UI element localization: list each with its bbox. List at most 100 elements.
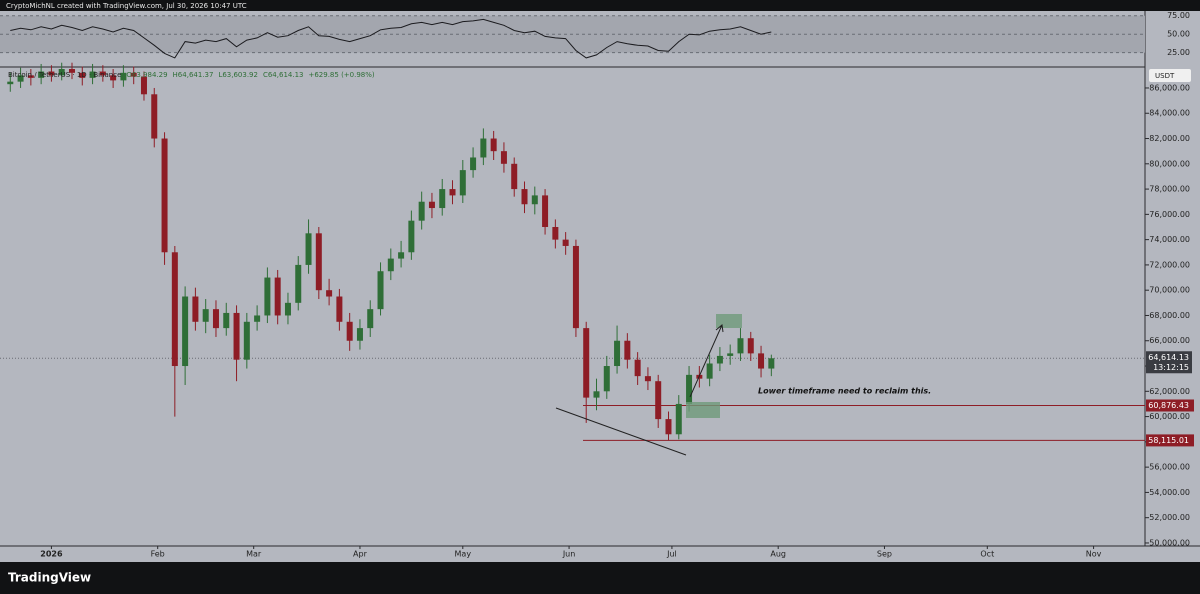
x-tick-label: 2026 xyxy=(40,550,63,559)
candle-body xyxy=(768,358,775,369)
candle-body xyxy=(38,71,45,78)
candle-body xyxy=(79,72,86,78)
candle-body xyxy=(634,359,641,377)
last-price-box xyxy=(1146,351,1192,374)
candle-body xyxy=(89,71,96,78)
candle-body xyxy=(428,201,435,209)
candle-body xyxy=(151,94,158,139)
rsi-line xyxy=(10,18,772,59)
candle-body xyxy=(655,381,662,420)
x-tick-label: Mar xyxy=(246,550,262,559)
y-tick-label: 54,000.00 xyxy=(1149,488,1190,497)
candle-body xyxy=(356,328,363,341)
zone-box xyxy=(686,402,720,418)
candle-body xyxy=(264,277,271,316)
legend: Bitcoin / TetherUS · 1D · Binance O63,984… xyxy=(8,71,375,79)
candle-body xyxy=(326,290,333,297)
legend-symbol: Bitcoin / TetherUS · 1D · Binance xyxy=(8,71,121,79)
y-tick-label: 66,000.00 xyxy=(1149,336,1190,345)
y-tick-label: 68,000.00 xyxy=(1149,311,1190,320)
price-line-label: 58,115.01 xyxy=(1148,436,1189,445)
candle-body xyxy=(562,239,569,246)
candle-body xyxy=(223,312,230,329)
candle-body xyxy=(521,189,528,205)
candle-body xyxy=(758,353,765,369)
legend-ohlc: O63,984.29 xyxy=(126,71,167,79)
candle-body xyxy=(274,277,281,316)
candle-body xyxy=(7,81,14,85)
candle-body xyxy=(706,363,713,379)
candle-body xyxy=(346,321,353,341)
candle-body xyxy=(192,296,199,322)
y-tick-label: 72,000.00 xyxy=(1149,260,1190,269)
candle-body xyxy=(716,355,723,364)
candle-body xyxy=(747,338,754,354)
candle-body xyxy=(470,157,477,171)
price-line-label: 60,876.43 xyxy=(1148,401,1189,410)
annotation: Lower timeframe need to reclaim this. xyxy=(758,387,931,396)
candle-body xyxy=(27,75,34,78)
legend-ohlc: L63,603.92 xyxy=(218,71,258,79)
header-bar xyxy=(0,0,1200,11)
candle-body xyxy=(161,138,168,253)
legend-ohlc: +629.85 (+0.98%) xyxy=(308,71,374,79)
x-tick-label: Oct xyxy=(980,550,994,559)
candle-body xyxy=(686,374,693,404)
countdown-label: 13:12:15 xyxy=(1153,363,1189,372)
x-tick-label: May xyxy=(455,550,472,559)
price-line-box xyxy=(1146,434,1194,447)
candle-body xyxy=(68,69,75,73)
candle-body xyxy=(377,271,384,310)
x-tick-label: Jun xyxy=(562,550,576,559)
legend-ohlc: C64,614.13 xyxy=(263,71,304,79)
x-tick-label: Feb xyxy=(151,550,165,559)
candle-body xyxy=(171,252,178,367)
candle-body xyxy=(233,312,240,360)
y-tick-label: 70,000.00 xyxy=(1149,286,1190,295)
y-tick-label: 50,000.00 xyxy=(1149,538,1190,547)
candle-body xyxy=(675,403,682,435)
trend-line xyxy=(555,407,687,456)
y-tick-label: 82,000.00 xyxy=(1149,134,1190,143)
candle-body xyxy=(367,309,374,329)
x-tick-label: Sep xyxy=(877,550,892,559)
y-tick-label: 25.00 xyxy=(1167,48,1190,57)
candle-body xyxy=(130,72,137,77)
candle-body xyxy=(315,233,322,291)
arrow xyxy=(689,324,724,398)
candle-body xyxy=(644,376,651,382)
y-tick-label: 52,000.00 xyxy=(1149,513,1190,522)
candle-body xyxy=(305,233,312,265)
target-box xyxy=(716,314,742,328)
candle-body xyxy=(531,195,538,205)
candle-body xyxy=(243,321,250,360)
candle-body xyxy=(552,226,559,240)
candle-body xyxy=(387,258,394,272)
candle-body xyxy=(58,69,65,76)
candle-body xyxy=(665,419,672,435)
candle-body xyxy=(572,245,579,329)
footer-bar xyxy=(0,562,1200,594)
candle-body xyxy=(542,195,549,227)
candle-body xyxy=(99,71,106,76)
currency-box xyxy=(1149,69,1191,82)
candle-body xyxy=(408,220,415,253)
y-tick-label: 76,000.00 xyxy=(1149,210,1190,219)
candle-body xyxy=(254,315,261,322)
candle-body xyxy=(459,170,466,196)
candle-body xyxy=(202,309,209,322)
candle-body xyxy=(511,163,518,190)
candle-body xyxy=(439,189,446,209)
y-tick-label: 62,000.00 xyxy=(1149,387,1190,396)
price-line-box xyxy=(1146,399,1194,412)
candle-body xyxy=(490,138,497,152)
candle-body xyxy=(614,340,621,367)
candle-body xyxy=(624,340,631,360)
candle-body xyxy=(284,302,291,316)
footer-logo: TradingView xyxy=(8,571,91,585)
candle-body xyxy=(500,151,507,164)
candle-body xyxy=(418,201,425,221)
x-tick-label: Aug xyxy=(770,550,786,559)
